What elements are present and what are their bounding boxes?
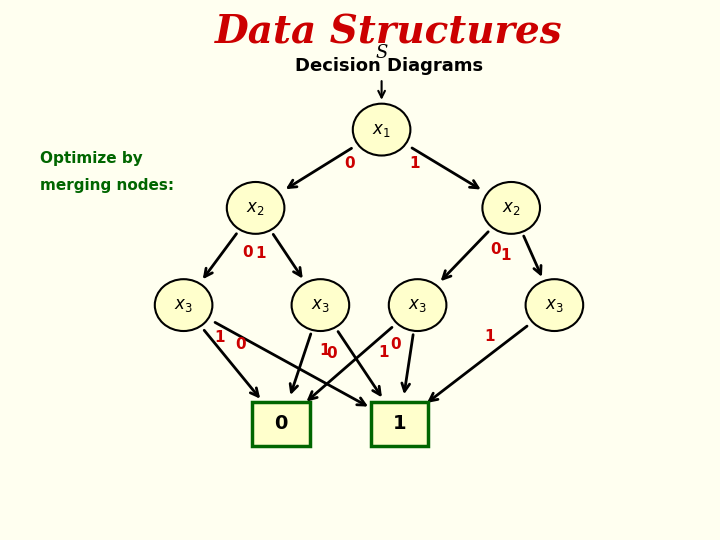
Ellipse shape bbox=[526, 279, 583, 331]
Text: 0: 0 bbox=[344, 156, 354, 171]
Text: $x_1$: $x_1$ bbox=[372, 120, 391, 139]
Text: 0: 0 bbox=[274, 414, 287, 434]
Text: 1: 1 bbox=[378, 346, 388, 360]
Ellipse shape bbox=[389, 279, 446, 331]
Ellipse shape bbox=[353, 104, 410, 156]
Text: $x_3$: $x_3$ bbox=[545, 296, 564, 314]
Text: $x_3$: $x_3$ bbox=[311, 296, 330, 314]
Text: 0: 0 bbox=[243, 245, 253, 260]
Ellipse shape bbox=[227, 182, 284, 234]
Text: $x_3$: $x_3$ bbox=[408, 296, 427, 314]
Text: 0: 0 bbox=[326, 346, 336, 361]
Ellipse shape bbox=[482, 182, 540, 234]
FancyBboxPatch shape bbox=[252, 402, 310, 446]
Text: S: S bbox=[375, 44, 388, 62]
Text: Optimize by: Optimize by bbox=[40, 151, 143, 166]
Text: 0: 0 bbox=[391, 337, 401, 352]
Text: 1: 1 bbox=[320, 343, 330, 358]
Text: merging nodes:: merging nodes: bbox=[40, 178, 174, 193]
Text: Data Structures: Data Structures bbox=[215, 14, 562, 51]
Text: $x_2$: $x_2$ bbox=[502, 199, 521, 217]
Text: 1: 1 bbox=[255, 246, 266, 261]
Text: 0: 0 bbox=[235, 337, 246, 352]
Text: 1: 1 bbox=[215, 329, 225, 345]
Text: 1: 1 bbox=[485, 329, 495, 345]
Text: 1: 1 bbox=[410, 156, 420, 171]
Text: 1: 1 bbox=[500, 248, 511, 263]
FancyBboxPatch shape bbox=[371, 402, 428, 446]
Text: 0: 0 bbox=[490, 242, 500, 257]
Ellipse shape bbox=[155, 279, 212, 331]
Text: Decision Diagrams: Decision Diagrams bbox=[294, 57, 483, 75]
Ellipse shape bbox=[292, 279, 349, 331]
Text: $x_3$: $x_3$ bbox=[174, 296, 193, 314]
Text: $x_2$: $x_2$ bbox=[246, 199, 265, 217]
Text: 1: 1 bbox=[393, 414, 406, 434]
